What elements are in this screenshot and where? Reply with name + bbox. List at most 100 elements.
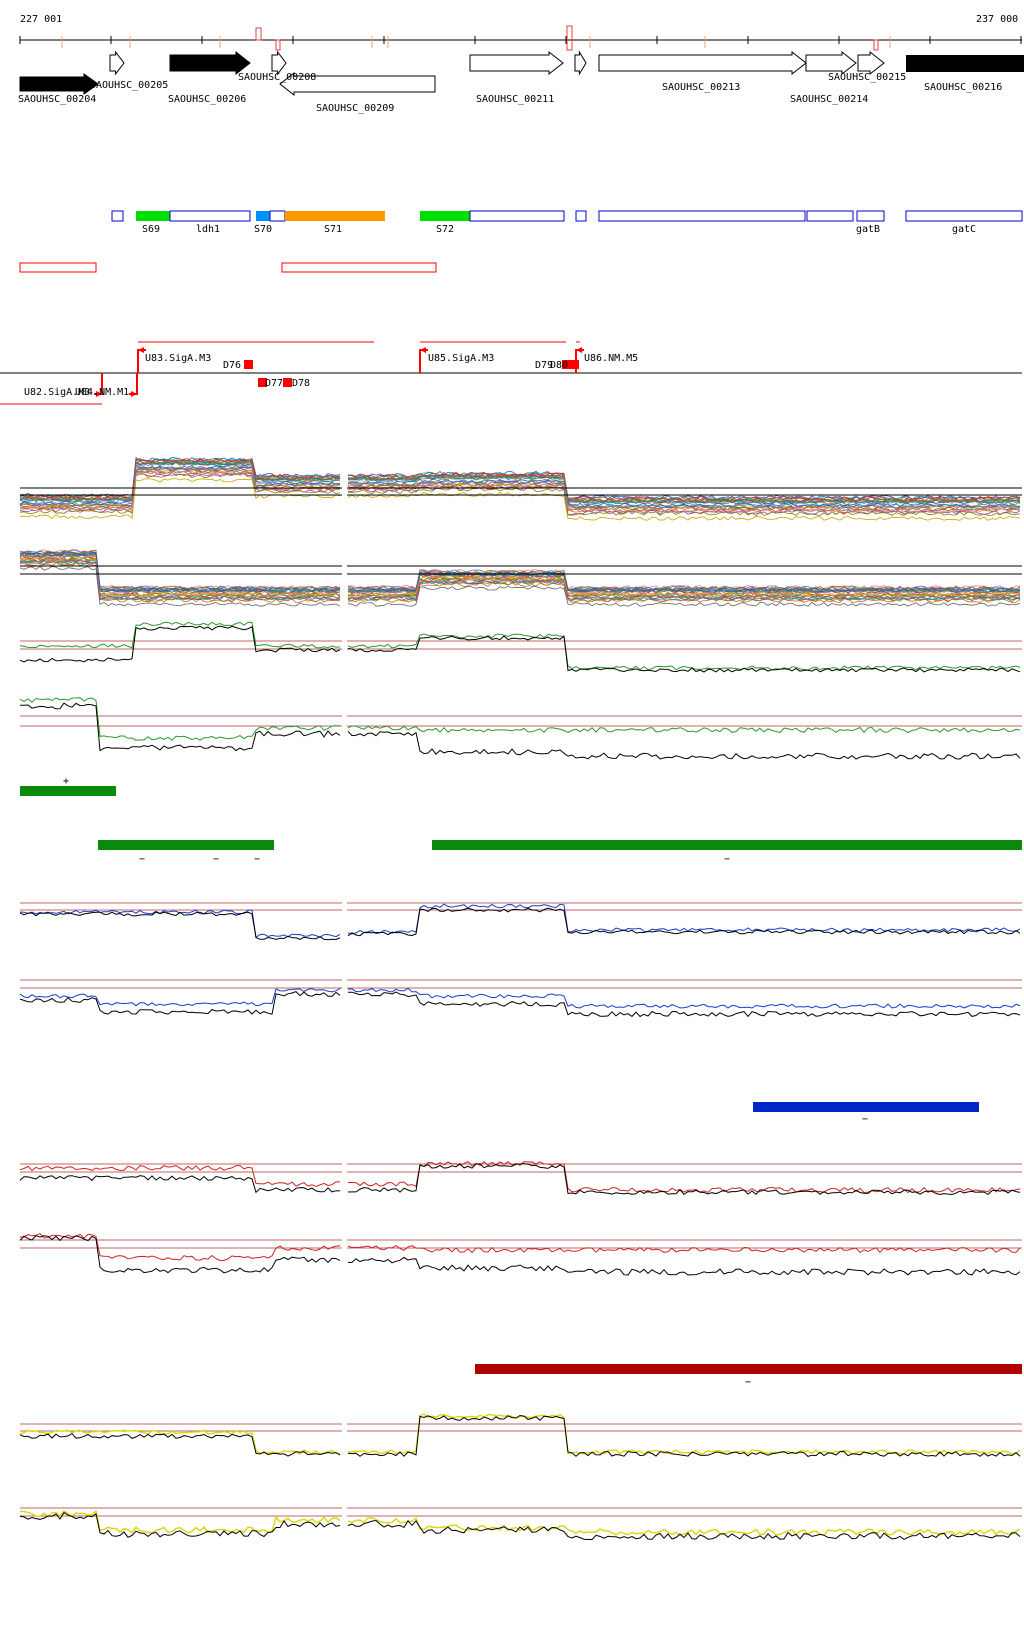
- terminator-box: [283, 378, 292, 387]
- profile-series: [19, 1511, 1021, 1540]
- feature-label: S69: [142, 224, 160, 235]
- gene-label-bottom: SAOUHSC_00204: [18, 94, 96, 105]
- feature-label: ldh1: [196, 224, 220, 235]
- gene-arrow: [279, 71, 436, 97]
- profile-series: [19, 991, 1021, 1018]
- gene-label-top: SAOUHSC_00205: [90, 80, 168, 91]
- promoter-flag-head: [420, 347, 426, 353]
- gene-arrow: [109, 50, 125, 76]
- promoter-label: U84.NM.M1: [75, 387, 129, 398]
- profile-series: [19, 478, 1021, 521]
- profile-series: [19, 465, 1021, 509]
- track-gap: [342, 890, 347, 1020]
- profile-series: [20, 1509, 1021, 1536]
- gene-label-top: SAOUHSC_00213: [662, 82, 740, 93]
- profile-series: [19, 1163, 1021, 1196]
- gene-label-bottom: SAOUHSC_00206: [168, 94, 246, 105]
- segment-bar: [753, 1102, 979, 1112]
- feature-box: [575, 210, 587, 222]
- feature-box: [285, 211, 385, 221]
- promoter-track: [0, 341, 1022, 405]
- region-box: [19, 262, 97, 273]
- feature-box: [469, 210, 565, 222]
- profile-series: [19, 1160, 1021, 1194]
- track-gap: [342, 452, 347, 610]
- feature-track: [111, 210, 1023, 222]
- gene-label-bottom: SAOUHSC_00211: [476, 94, 554, 105]
- profile-series: [20, 702, 1021, 760]
- feature-label: S70: [254, 224, 272, 235]
- profile-series: [19, 907, 1021, 941]
- profile-series: [19, 565, 1021, 607]
- gene-arrow: [169, 50, 251, 76]
- profile-series: [19, 468, 1021, 511]
- gene-label-top: SAOUHSC_00216: [924, 82, 1002, 93]
- terminator-box: [244, 360, 253, 369]
- terminator-label: D79: [535, 360, 553, 371]
- profile-series: [19, 621, 1021, 671]
- profile-series: [19, 559, 1021, 601]
- gene-arrow: [19, 73, 99, 95]
- gene-label-bottom: SAOUHSC_00209: [316, 103, 394, 114]
- axis-marker: [566, 25, 573, 51]
- gene-track: [19, 50, 1024, 97]
- feature-box: [806, 210, 854, 222]
- segment-sign: +: [63, 776, 69, 787]
- gene-block: [906, 55, 1024, 72]
- profile-series: [19, 1414, 1021, 1457]
- feature-box: [905, 210, 1023, 222]
- segment-bar: [432, 840, 1022, 850]
- segment-sign: −: [862, 1114, 868, 1125]
- terminator-label: D77: [265, 378, 283, 389]
- promoter-flag-head: [576, 347, 582, 353]
- profile-series: [19, 697, 1021, 741]
- axis-marker: [255, 27, 262, 41]
- promoter-flag-head: [131, 391, 137, 397]
- profile-series: [19, 1413, 1021, 1455]
- coordinate-axis: [19, 25, 1022, 51]
- axis-marker: [873, 39, 879, 51]
- profile-series: [19, 625, 1021, 673]
- promoter-label: U83.SigA.M3: [145, 353, 211, 364]
- feature-box: [598, 210, 806, 222]
- terminator-box: [562, 360, 571, 369]
- coordinate-end: 237 000: [976, 14, 1018, 25]
- promoter-label: U86.NM.M5: [584, 353, 638, 364]
- gene-arrow: [574, 50, 587, 76]
- terminator-label: D80: [550, 360, 568, 371]
- region-box: [281, 262, 437, 273]
- gene-arrow: [805, 50, 857, 76]
- feature-box: [420, 211, 470, 221]
- segment-sign: −: [745, 1377, 751, 1388]
- feature-box: [256, 211, 270, 221]
- feature-label: gatB: [856, 224, 880, 235]
- gene-label-top: SAOUHSC_00208: [238, 72, 316, 83]
- promoter-label: U82.SigA.M3: [24, 387, 90, 398]
- segment-sign: −: [724, 854, 730, 865]
- segment-bar: [20, 786, 116, 796]
- feature-box: [856, 210, 885, 222]
- terminator-box: [570, 360, 579, 369]
- profile-series: [19, 551, 1021, 593]
- track-gap: [342, 630, 347, 780]
- profile-series: [19, 987, 1021, 1009]
- feature-box: [169, 210, 251, 222]
- feature-box: [111, 210, 124, 222]
- gene-arrow: [469, 50, 564, 76]
- expression-profiles: [19, 452, 1022, 1545]
- promoter-flag: [419, 349, 428, 373]
- profile-series: [19, 1235, 1021, 1276]
- feature-label: S71: [324, 224, 342, 235]
- gene-arrow: [598, 50, 807, 76]
- region-track: [19, 262, 437, 273]
- track-gap: [342, 1410, 347, 1545]
- promoter-flag-head: [96, 391, 102, 397]
- segment-sign: −: [254, 854, 260, 865]
- axis-marker: [275, 39, 281, 51]
- terminator-box: [258, 378, 267, 387]
- profile-series: [19, 549, 1021, 591]
- terminator-label: D76: [223, 360, 241, 371]
- coordinate-start: 227 001: [20, 14, 62, 25]
- feature-box: [269, 210, 286, 222]
